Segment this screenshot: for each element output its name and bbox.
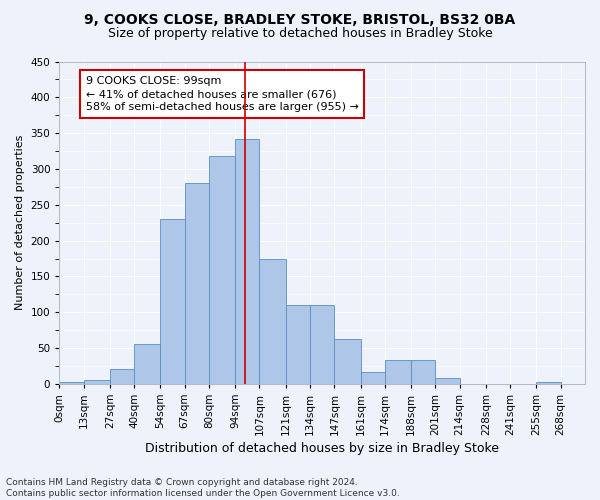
Bar <box>235 139 259 384</box>
Bar <box>259 258 286 384</box>
Bar <box>334 340 361 384</box>
Text: Contains HM Land Registry data © Crown copyright and database right 2024.
Contai: Contains HM Land Registry data © Crown c… <box>6 478 400 498</box>
Bar <box>160 219 185 384</box>
Bar <box>134 344 160 384</box>
Bar <box>411 360 436 384</box>
Bar <box>110 369 134 384</box>
X-axis label: Distribution of detached houses by size in Bradley Stoke: Distribution of detached houses by size … <box>145 442 499 455</box>
Bar <box>361 372 385 384</box>
Text: 9 COOKS CLOSE: 99sqm
← 41% of detached houses are smaller (676)
58% of semi-deta: 9 COOKS CLOSE: 99sqm ← 41% of detached h… <box>86 76 358 112</box>
Bar <box>83 380 110 384</box>
Bar <box>209 156 235 384</box>
Text: Size of property relative to detached houses in Bradley Stoke: Size of property relative to detached ho… <box>107 28 493 40</box>
Bar <box>536 382 560 384</box>
Bar <box>436 378 460 384</box>
Bar <box>185 184 209 384</box>
Bar <box>286 305 310 384</box>
Bar <box>310 305 334 384</box>
Text: 9, COOKS CLOSE, BRADLEY STOKE, BRISTOL, BS32 0BA: 9, COOKS CLOSE, BRADLEY STOKE, BRISTOL, … <box>85 12 515 26</box>
Y-axis label: Number of detached properties: Number of detached properties <box>15 135 25 310</box>
Bar <box>59 382 83 384</box>
Bar <box>385 360 411 384</box>
